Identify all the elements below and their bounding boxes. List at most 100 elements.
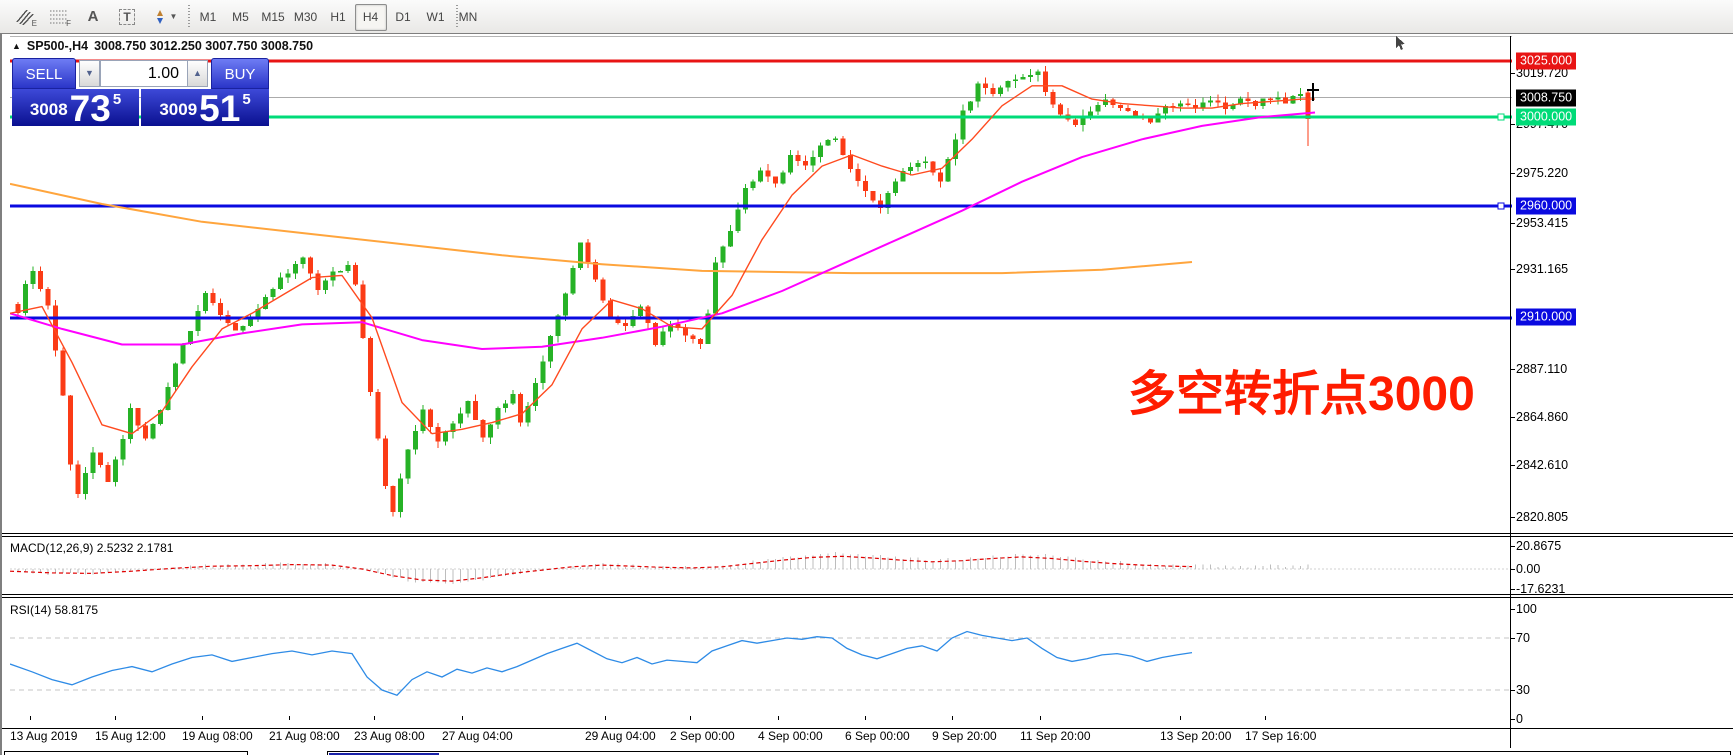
time-axis-tick [115, 716, 116, 720]
indicator-axis-tick [1510, 690, 1515, 691]
indicator-axis-tick [1510, 719, 1515, 720]
indicator-axis-tick [1510, 638, 1515, 639]
price-axis-tick [1510, 223, 1515, 224]
time-axis-label: 4 Sep 00:00 [758, 729, 823, 743]
rsi-label: RSI(14) 58.8175 [10, 603, 99, 617]
chart-text-annotation[interactable]: 多空转折点3000 [1128, 368, 1475, 421]
time-axis-tick [289, 716, 290, 720]
time-axis-tick [374, 716, 375, 720]
price-axis-label: 2820.805 [1516, 510, 1569, 524]
sell-price-display[interactable]: 3008 73 5 [12, 87, 139, 129]
crosshair-cursor [1307, 83, 1319, 101]
time-axis-label: 13 Aug 2019 [10, 729, 78, 743]
indicator-axis-label: 100 [1516, 602, 1537, 616]
time-axis-label: 9 Sep 20:00 [932, 729, 997, 743]
time-axis-label: 21 Aug 08:00 [269, 729, 340, 743]
background-window-edge[interactable] [4, 751, 248, 755]
indicator-axis-label: 20.8675 [1516, 539, 1562, 553]
background-window-edge[interactable] [327, 751, 1731, 755]
time-axis-label: 6 Sep 00:00 [845, 729, 910, 743]
indicator-axis-label: 0.00 [1516, 562, 1541, 576]
timeframe-button-mn[interactable]: MN [458, 10, 478, 24]
mouse-arrow-cursor [1396, 36, 1405, 50]
fibonacci-grid-tool-icon[interactable]: F [50, 10, 71, 28]
buy-price-big: 51 [199, 87, 241, 129]
time-axis-label: 15 Aug 12:00 [95, 729, 166, 743]
timeframe-button-h4[interactable]: H4 [354, 4, 387, 31]
buy-price-sup: 5 [242, 91, 251, 108]
pane-separator[interactable] [2, 594, 1733, 595]
indicator-axis-label: 70 [1516, 631, 1530, 645]
price-axis-label: 2842.610 [1516, 458, 1569, 472]
buy-price-display[interactable]: 3009 51 5 [141, 87, 269, 129]
one-click-trade-panel: SELL ▼ ▲ BUY 3008 73 5 3009 51 5 [12, 58, 269, 129]
volume-increment-button[interactable]: ▲ [187, 60, 208, 87]
dropdown-caret-icon: ▼ [169, 12, 178, 21]
text-tool-icon[interactable]: T [112, 3, 142, 30]
time-axis-label: 17 Sep 16:00 [1245, 729, 1317, 743]
time-axis-label: 23 Aug 08:00 [354, 729, 425, 743]
time-axis-tick [1265, 716, 1266, 720]
time-axis-tick [690, 716, 691, 720]
timeframe-button-h1[interactable]: H1 [330, 10, 346, 24]
toolbar-separator [188, 5, 190, 28]
sell-price-main: 3008 [29, 100, 68, 119]
pane-separator[interactable] [2, 533, 1733, 534]
indicator-axis-tick [1510, 546, 1515, 547]
timeframe-button-m5[interactable]: M5 [232, 10, 249, 24]
chart-title-row: ▲ SP500-,H4 3008.750 3012.250 3007.750 3… [12, 39, 313, 53]
price-axis-label: 3019.720 [1516, 66, 1569, 80]
price-axis-line [1510, 36, 1511, 748]
time-axis-tick [605, 716, 606, 720]
price-axis-tick [1510, 465, 1515, 466]
timeframe-button-m15[interactable]: M15 [261, 10, 285, 24]
price-axis-tick [1510, 417, 1515, 418]
price-axis-label: 2887.110 [1516, 362, 1568, 376]
pane-separator [2, 597, 1733, 598]
sell-price-sup: 5 [112, 91, 122, 108]
timeframe-button-w1[interactable]: W1 [426, 10, 445, 24]
volume-input[interactable] [100, 60, 188, 87]
toolbar: E F A T ▼ M1 M5 M15 M30 H1 H4 D1 W1 MN [0, 0, 1733, 34]
ohlc-values: 3008.750 3012.250 3007.750 3008.750 [94, 39, 314, 53]
sell-price-big: 73 [69, 87, 111, 129]
time-axis-label: 19 Aug 08:00 [182, 729, 253, 743]
timeframe-button-d1[interactable]: D1 [395, 10, 411, 24]
rsi-indicator-pane[interactable] [10, 598, 1512, 728]
indicator-axis-tick [1510, 609, 1515, 610]
time-axis-tick [952, 716, 953, 720]
time-axis-tick [462, 716, 463, 720]
toolbar-separator [456, 5, 458, 28]
symbol-timeframe-label: SP500-,H4 [26, 39, 89, 53]
time-axis-label: 2 Sep 00:00 [670, 729, 735, 743]
label-tool-icon[interactable]: A [87, 8, 99, 25]
timeframe-button-m1[interactable]: M1 [199, 10, 217, 24]
price-axis-label: 2960.000 [1516, 197, 1577, 215]
macd-label: MACD(12,26,9) 2.5232 2.1781 [10, 541, 174, 555]
indicator-axis-tick [1510, 589, 1515, 590]
collapse-arrow-icon[interactable]: ▲ [12, 41, 21, 51]
price-axis-label: 2975.220 [1516, 166, 1569, 180]
timeframe-button-m30[interactable]: M30 [293, 10, 318, 24]
price-axis-label: 3000.000 [1516, 108, 1577, 126]
price-axis-tick [1510, 517, 1515, 518]
price-axis-tick [1510, 124, 1515, 125]
sell-button[interactable]: SELL [12, 58, 76, 89]
price-axis-label: 2910.000 [1516, 308, 1577, 326]
arrows-tool-icon[interactable]: ▼ [146, 3, 184, 30]
price-axis-label: 2864.860 [1516, 410, 1569, 424]
time-axis-tick [30, 716, 31, 720]
chart-window[interactable]: ▲ SP500-,H4 3008.750 3012.250 3007.750 3… [0, 33, 1733, 755]
price-axis-tick [1510, 269, 1515, 270]
time-axis-tick [865, 716, 866, 720]
macd-indicator-pane[interactable] [10, 537, 1512, 594]
price-axis-tick [1510, 369, 1515, 370]
buy-price-main: 3009 [159, 100, 198, 119]
draw-studies-tool-icon[interactable]: E [10, 3, 40, 30]
volume-decrement-button[interactable]: ▼ [79, 60, 100, 87]
time-axis-label: 29 Aug 04:00 [585, 729, 656, 743]
buy-button[interactable]: BUY [211, 58, 269, 89]
time-axis-tick [1180, 716, 1181, 720]
indicator-axis-label: 30 [1516, 683, 1530, 697]
price-axis-label: 2931.165 [1516, 262, 1569, 276]
